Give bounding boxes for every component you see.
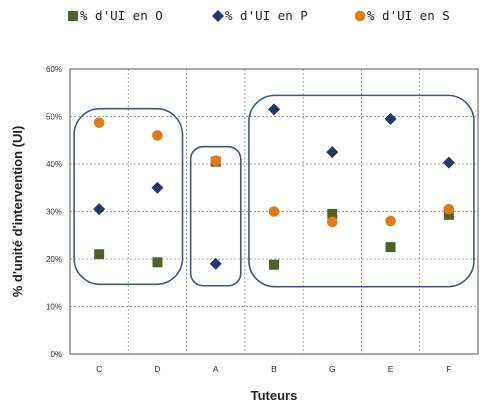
data-points [93, 103, 455, 270]
diamond-point [268, 103, 280, 116]
x-tick-label: D [154, 364, 160, 374]
diamond-point [209, 257, 222, 270]
diamond-point [442, 156, 455, 169]
x-tick-label: C [96, 364, 102, 374]
legend-diamond-icon [212, 10, 224, 22]
diamond-point [326, 146, 339, 159]
x-tick-label: G [329, 364, 336, 374]
circle-point [268, 206, 280, 217]
square-point [443, 209, 454, 220]
y-tick-labels: 0% 10% 20% 30% 40% 50% 60% [46, 65, 62, 359]
square-point [94, 249, 105, 260]
y-tick-label: 60% [46, 65, 62, 74]
circle-point [326, 216, 338, 228]
x-tick-label: E [388, 364, 394, 374]
legend-label: % d'UI en P [225, 8, 308, 23]
grid [69, 68, 479, 355]
y-tick-label: 40% [46, 160, 62, 169]
x-tick-label: F [446, 364, 451, 374]
y-tick-label: 0% [50, 350, 62, 359]
y-tick-label: 50% [46, 113, 62, 122]
square-point [269, 259, 279, 270]
circle-point [210, 155, 222, 166]
diamond-point [93, 203, 106, 216]
x-axis-title: Tuteurs [251, 388, 298, 403]
y-tick-label: 20% [46, 255, 62, 264]
legend-square-icon [68, 11, 78, 21]
circle-point [385, 215, 396, 227]
circle-point [443, 203, 455, 215]
diamond-point [384, 112, 397, 125]
legend: % d'UI en O % d'UI en P % d'UI en S [68, 8, 450, 23]
group-outlines [73, 94, 475, 288]
y-tick-label: 10% [46, 303, 62, 312]
square-point [327, 208, 338, 219]
square-point [152, 257, 163, 268]
group-outline [189, 145, 242, 287]
diamond-point [151, 181, 164, 194]
circle-point [152, 130, 163, 141]
group-outline [73, 107, 184, 286]
group-outline [248, 94, 475, 288]
square-point [385, 242, 396, 253]
legend-label: % d'UI en O [80, 8, 163, 23]
legend-circle-icon [354, 10, 366, 22]
x-tick-label: A [213, 364, 219, 374]
legend-label: % d'UI en S [367, 8, 450, 23]
y-tick-label: 30% [46, 208, 62, 217]
y-axis-title: % d'unité d'intervention (UI) [10, 126, 25, 298]
circle-point [93, 117, 105, 128]
x-tick-label: B [271, 364, 277, 374]
